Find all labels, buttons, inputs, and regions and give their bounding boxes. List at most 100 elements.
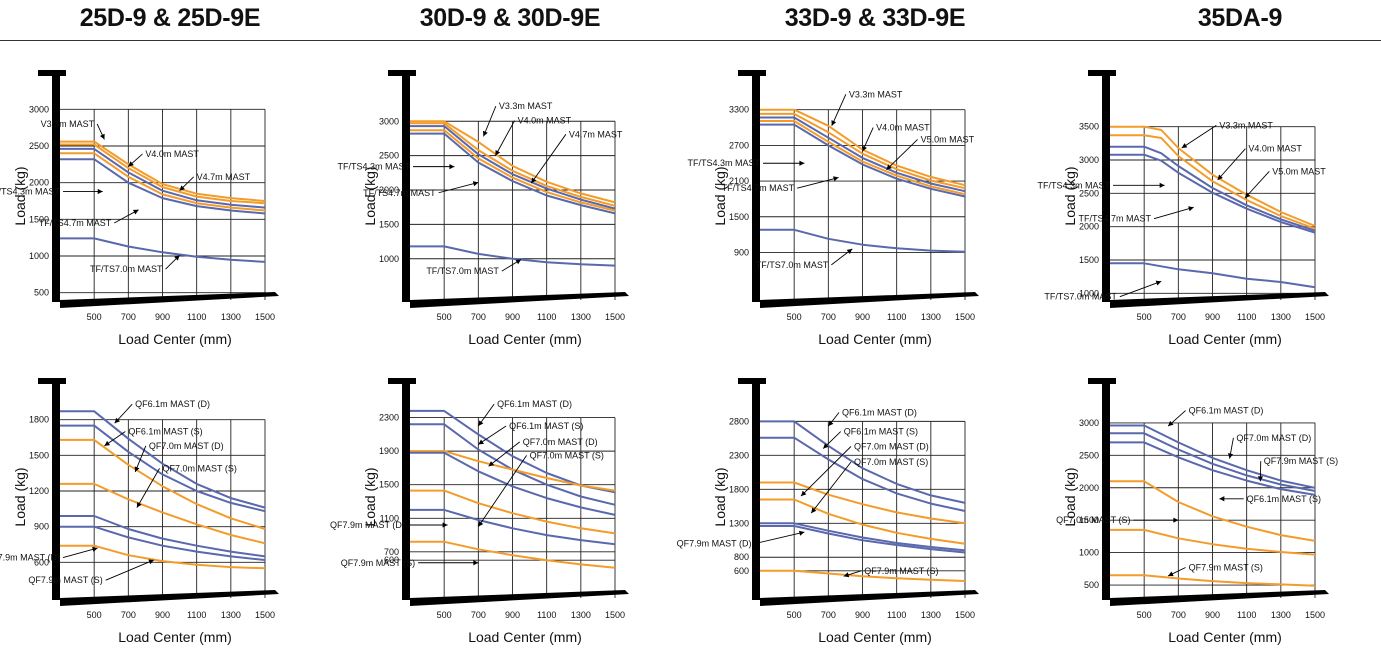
arrowhead xyxy=(443,522,448,527)
annotation-label: TF/TS4.7m MAST xyxy=(1078,214,1151,224)
arrowhead xyxy=(799,531,804,536)
annotation: QF7.0m MAST (D) xyxy=(1228,433,1311,459)
x-tick-label: 700 xyxy=(1171,610,1186,620)
annotation-label: QF6.1m MAST (D) xyxy=(135,399,210,409)
annotation: QF7.9m MAST (S) xyxy=(341,558,479,568)
y-tick-label: 3000 xyxy=(1079,418,1099,428)
x-tick-label: 500 xyxy=(787,610,802,620)
annotation-label: TF/TS7.0m MAST xyxy=(426,266,499,276)
leader-line xyxy=(478,455,526,526)
y-tick-label: 1200 xyxy=(29,486,49,496)
x-tick-label: 1500 xyxy=(955,312,975,322)
axis-frame-left xyxy=(52,378,60,600)
column-title-1: 25D-9 & 25D-9E xyxy=(50,4,290,40)
axis-frame-bottom xyxy=(410,590,629,606)
x-tick-label: 1300 xyxy=(221,610,241,620)
annotation-label: TF/TS7.0m MAST xyxy=(1044,292,1117,302)
annotation: V3.3m MAST xyxy=(831,89,902,126)
annotation: TF/TS4.3m MAST xyxy=(337,162,454,172)
annotation-label: V5.0m MAST xyxy=(1272,166,1326,176)
axis-frame-bottom xyxy=(1110,292,1329,308)
x-tick-label: 1100 xyxy=(187,610,206,620)
y-tick-label: 1500 xyxy=(29,450,49,460)
arrowhead xyxy=(104,441,110,446)
leader-line xyxy=(754,532,804,544)
load-chart-6: 6007001100150019002300500 700 900 1100 1300 1… xyxy=(350,376,690,654)
annotation-label: V4.0m MAST xyxy=(518,116,572,126)
y-tick-label: 3000 xyxy=(1079,155,1099,165)
y-axis-title: Load (kg) xyxy=(362,467,378,526)
x-tick-label: 1300 xyxy=(571,312,591,322)
x-tick-label: 700 xyxy=(471,610,486,620)
annotation: QF6.1m MAST (D) xyxy=(828,408,917,427)
arrowhead xyxy=(799,161,804,166)
leader-line xyxy=(1245,171,1269,198)
leader-line xyxy=(797,178,838,189)
y-axis-title: Load (kg) xyxy=(712,166,728,225)
arrowhead xyxy=(1228,453,1233,458)
annotation: TF/TS7.0m MAST xyxy=(90,255,180,274)
annotation-label: QF7.9m MAST (S) xyxy=(28,575,102,585)
annotation-label: QF6.1m MAST (S) xyxy=(844,427,918,437)
y-tick-label: 2500 xyxy=(1079,450,1099,460)
annotation: QF7.9m MAST (D) xyxy=(330,520,448,530)
leader-line xyxy=(137,468,160,507)
annotation-label: QF6.1m MAST (S) xyxy=(1247,494,1321,504)
y-tick-label: 800 xyxy=(734,552,749,562)
arrowhead xyxy=(1188,206,1194,211)
y-tick-label: 2500 xyxy=(29,141,49,151)
x-tick-label: 500 xyxy=(437,312,452,322)
leader-line xyxy=(1182,125,1217,148)
leader-line xyxy=(1154,207,1194,218)
annotation-label: TF/TS4.3m MAST xyxy=(687,158,760,168)
annotation-label: QF7.9m MAST (D) xyxy=(0,553,60,563)
annotation: QF7.9m MAST (D) xyxy=(0,547,98,563)
arrowhead xyxy=(449,164,454,169)
y-tick-label: 500 xyxy=(1084,580,1099,590)
leader-line xyxy=(489,442,520,466)
annotation-label: QF6.1m MAST (D) xyxy=(1189,406,1264,416)
x-tick-label: 500 xyxy=(1137,610,1152,620)
x-tick-label: 900 xyxy=(1205,610,1220,620)
annotation-label: QF7.0m MAST (S) xyxy=(530,450,604,460)
x-tick-label: 1500 xyxy=(1305,312,1325,322)
x-tick-label: 1300 xyxy=(1271,610,1291,620)
y-tick-label: 3300 xyxy=(729,105,749,115)
annotation-label: V4.7m MAST xyxy=(569,129,623,139)
arrowhead xyxy=(833,176,838,181)
x-tick-label: 900 xyxy=(1205,312,1220,322)
annotation-label: QF7.9m MAST (S) xyxy=(341,558,415,568)
annotation-label: TF/TS4.7m MAST xyxy=(722,183,795,193)
arrowhead xyxy=(473,181,478,186)
annotation: QF7.9m MAST (D) xyxy=(677,531,805,549)
y-axis-title: Load (kg) xyxy=(12,467,28,526)
axis-frame-bottom xyxy=(1110,590,1329,606)
annotation: TF/TS4.3m MAST xyxy=(1037,180,1164,190)
x-tick-label: 1500 xyxy=(605,610,625,620)
arrowhead xyxy=(1173,518,1178,523)
y-tick-label: 1000 xyxy=(379,254,399,264)
y-tick-label: 600 xyxy=(734,566,749,576)
load-chart-3: 900 1500 2100 2700 3300 500 700 900 1100 1300 1500… xyxy=(700,68,1040,350)
axis-frame-bottom xyxy=(60,292,279,308)
arrowhead xyxy=(98,189,103,194)
x-tick-label: 900 xyxy=(855,312,870,322)
x-axis-title: Load Center (mm) xyxy=(1168,331,1282,347)
x-tick-label: 1300 xyxy=(921,610,941,620)
x-axis-title: Load Center (mm) xyxy=(1168,629,1282,645)
load-chart-8: 50010001500200025003000500 700 900 1100 1300… xyxy=(1050,376,1381,654)
arrowhead xyxy=(1182,143,1188,148)
annotation-label: TF/TS4.7m MAST xyxy=(363,188,436,198)
x-tick-label: 700 xyxy=(121,312,136,322)
leader-line xyxy=(811,462,851,513)
y-tick-label: 2300 xyxy=(379,413,399,423)
y-tick-label: 700 xyxy=(384,547,399,557)
annotation-label: QF7.0m MAST (D) xyxy=(1236,433,1311,443)
annotation-label: TF/TS4.3m MAST xyxy=(0,186,60,196)
x-tick-label: 500 xyxy=(87,312,102,322)
x-tick-label: 1500 xyxy=(1305,610,1325,620)
y-tick-label: 3000 xyxy=(29,104,49,114)
annotation-label: QF7.9m MAST (S) xyxy=(1189,563,1263,573)
annotation-label: V3.3m MAST xyxy=(499,101,553,111)
annotation: V4.0m MAST xyxy=(128,149,199,166)
